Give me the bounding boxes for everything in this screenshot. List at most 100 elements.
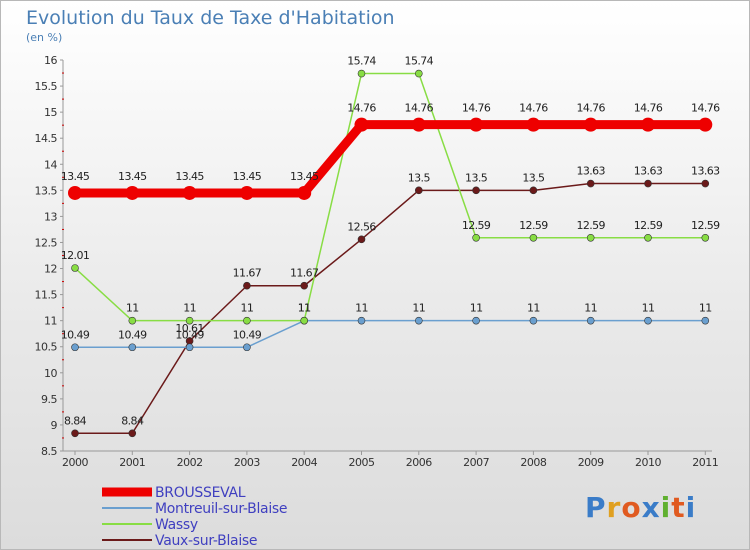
data-label: 14.76 xyxy=(634,102,663,115)
logo-letter: i xyxy=(686,491,697,524)
data-label: 13.63 xyxy=(691,165,720,178)
series-line-brousseval xyxy=(70,120,710,198)
x-tick-label: 2011 xyxy=(692,456,718,469)
data-point xyxy=(701,233,710,242)
x-tick-label: 2004 xyxy=(291,456,317,469)
logo-letter: o xyxy=(621,491,641,524)
legend-label: Vaux-sur-Blaise xyxy=(155,533,257,549)
data-point xyxy=(68,185,82,200)
data-point xyxy=(586,316,595,325)
data-point xyxy=(411,117,426,132)
data-point xyxy=(526,117,541,132)
data-label: 12.59 xyxy=(462,219,491,232)
data-label: 11.67 xyxy=(233,267,262,280)
data-label: 13.5 xyxy=(465,171,488,184)
x-tick-label: 2000 xyxy=(62,456,88,469)
chart-subtitle: (en %) xyxy=(26,31,62,44)
data-label: 12.59 xyxy=(576,219,605,232)
data-label: 10.49 xyxy=(61,328,90,341)
data-point xyxy=(357,316,366,325)
data-label: 11.67 xyxy=(290,267,319,280)
data-point xyxy=(243,316,251,325)
data-label: 10.61 xyxy=(175,322,204,335)
data-label: 11 xyxy=(355,302,368,315)
data-label: 14.76 xyxy=(519,102,548,115)
data-label: 13.63 xyxy=(634,165,663,178)
data-label: 12.59 xyxy=(519,219,548,232)
legend-label: Montreuil-sur-Blaise xyxy=(155,501,287,517)
data-point xyxy=(529,233,538,242)
data-label: 14.76 xyxy=(347,102,376,115)
y-tick-label: 8.5 xyxy=(41,445,57,458)
data-label: 11 xyxy=(642,302,655,315)
data-label: 13.63 xyxy=(576,165,605,178)
data-label: 8.84 xyxy=(64,414,87,427)
data-label: 15.74 xyxy=(347,55,376,68)
data-point xyxy=(182,185,197,200)
data-point xyxy=(469,117,484,132)
x-tick-label: 2003 xyxy=(234,456,260,469)
data-point xyxy=(414,316,423,325)
x-tick-label: 2009 xyxy=(578,456,604,469)
logo-letter: i xyxy=(661,491,672,524)
data-label: 11 xyxy=(470,302,483,315)
data-point xyxy=(698,117,713,132)
axes: 8.5 9 9.5 10 10.5 11 11.5 12 12.5 13 13.5 14 14.5 15 1… xyxy=(35,54,719,469)
data-label: 8.84 xyxy=(121,414,144,427)
data-label: 11 xyxy=(240,302,253,315)
data-label: 10.49 xyxy=(233,328,262,341)
data-label: 14.76 xyxy=(691,102,720,115)
data-label: 15.74 xyxy=(405,55,434,68)
data-point xyxy=(644,233,652,242)
x-tick-label: 2001 xyxy=(119,456,145,469)
x-tick-label: 2007 xyxy=(463,456,489,469)
data-label: 13.45 xyxy=(118,170,147,183)
data-labels: 8.84 8.84 10.61 11.67 11.67 12.56 13.5 13.5 13.5… xyxy=(61,55,721,428)
y-tick-label: 11.5 xyxy=(35,289,58,302)
y-tick-label: 13 xyxy=(44,210,57,223)
legend-label: Wassy xyxy=(155,517,198,533)
data-point xyxy=(354,117,369,132)
x-tick-label: 2005 xyxy=(349,456,375,469)
data-point xyxy=(472,316,480,325)
data-label: 12.01 xyxy=(61,249,90,262)
data-point xyxy=(586,179,595,188)
data-point xyxy=(128,429,137,438)
data-point xyxy=(300,316,309,325)
series-line-montreuil-sur-blaise xyxy=(74,319,707,349)
y-tick-label: 15.5 xyxy=(35,80,58,93)
data-point xyxy=(414,69,423,78)
data-point xyxy=(357,235,366,244)
logo-letter: x xyxy=(642,491,661,524)
data-label: 11 xyxy=(298,302,311,315)
data-point xyxy=(128,343,137,352)
y-tick-label: 14 xyxy=(44,158,57,171)
y-tick-label: 9.5 xyxy=(41,393,57,406)
data-point xyxy=(357,69,366,78)
data-point xyxy=(300,281,309,290)
logo-letter: t xyxy=(671,491,685,524)
legend: BROUSSEVALMontreuil-sur-BlaiseWassyVaux-… xyxy=(102,485,288,549)
data-point xyxy=(414,186,423,195)
data-label: 13.45 xyxy=(290,170,319,183)
y-tick-label: 13.5 xyxy=(35,184,58,197)
data-point xyxy=(701,316,710,325)
data-label: 14.76 xyxy=(576,102,605,115)
data-label: 13.45 xyxy=(175,170,204,183)
y-tick-label: 9 xyxy=(51,419,58,432)
y-tick-label: 14.5 xyxy=(35,132,58,145)
data-point xyxy=(641,117,655,132)
data-point xyxy=(586,233,595,242)
series-lines xyxy=(68,69,713,438)
legend-label: BROUSSEVAL xyxy=(155,485,246,501)
data-label: 12.59 xyxy=(634,219,663,232)
data-label: 13.45 xyxy=(233,170,262,183)
data-point xyxy=(125,185,140,200)
y-tick-label: 16 xyxy=(44,54,57,67)
y-tick-label: 11 xyxy=(44,315,57,328)
data-label: 14.76 xyxy=(405,102,434,115)
x-tick-label: 2010 xyxy=(635,456,661,469)
data-point xyxy=(472,186,480,195)
data-point xyxy=(71,343,79,352)
data-point xyxy=(243,343,251,352)
